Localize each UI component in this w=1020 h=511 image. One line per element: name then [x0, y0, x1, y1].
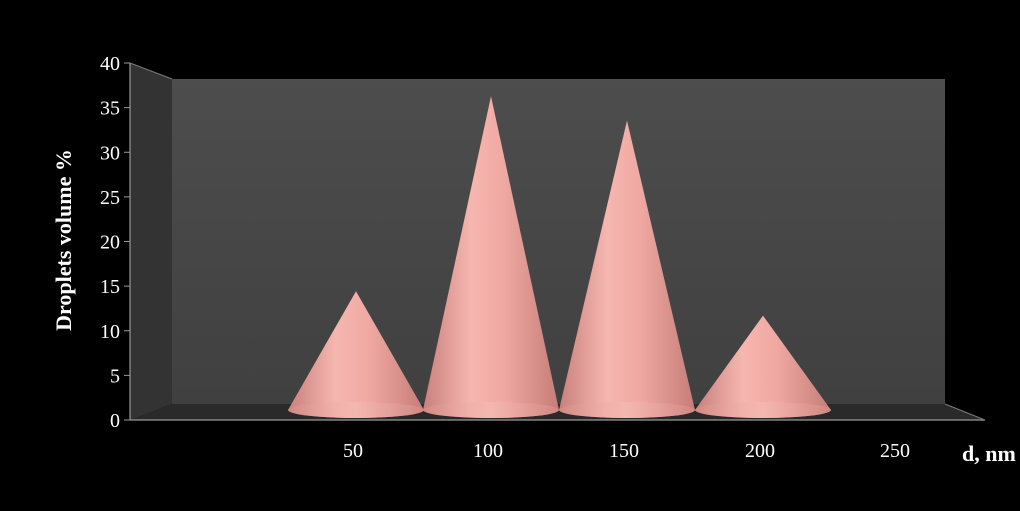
cone-body-200	[695, 315, 831, 418]
y-tick-label-25: 25	[100, 187, 120, 209]
cone-50	[288, 291, 424, 418]
depth-line-right	[944, 403, 986, 421]
y-tick-label-5: 5	[110, 365, 120, 387]
y-tick-label-40: 40	[100, 53, 120, 75]
side-wall	[130, 63, 172, 420]
cone-100	[423, 96, 559, 418]
y-tick-label-20: 20	[100, 232, 120, 254]
cones-layer	[288, 96, 831, 418]
x-axis-title: d, nm	[962, 441, 1016, 466]
cone-base-200	[695, 402, 831, 418]
cone-base-100	[423, 402, 559, 418]
cone-150	[559, 120, 695, 418]
cone-body-150	[559, 120, 695, 418]
cone-base-150	[559, 402, 695, 418]
y-tick-label-15: 15	[100, 276, 120, 298]
y-axis-title: Droplets volume %	[51, 149, 76, 331]
y-tick-label-0: 0	[110, 410, 120, 432]
cone-200	[695, 315, 831, 418]
y-tick-label-35: 35	[100, 98, 120, 120]
cone-body-100	[423, 96, 559, 418]
depth-line-top	[129, 62, 173, 80]
cone-body-50	[288, 291, 424, 418]
axes-layer: 0 5 10 15 20 25 30 35 40 50 100 150 200 250	[100, 53, 986, 462]
x-tick-label-50: 50	[343, 440, 363, 462]
x-tick-label-200: 200	[745, 440, 775, 462]
y-tick-label-10: 10	[100, 321, 120, 343]
y-tick-label-30: 30	[100, 142, 120, 164]
x-tick-label-100: 100	[473, 440, 503, 462]
back-wall	[172, 79, 945, 404]
plot-walls	[130, 63, 985, 420]
cone-base-50	[288, 402, 424, 418]
x-tick-label-150: 150	[609, 440, 639, 462]
x-tick-label-250: 250	[880, 440, 910, 462]
